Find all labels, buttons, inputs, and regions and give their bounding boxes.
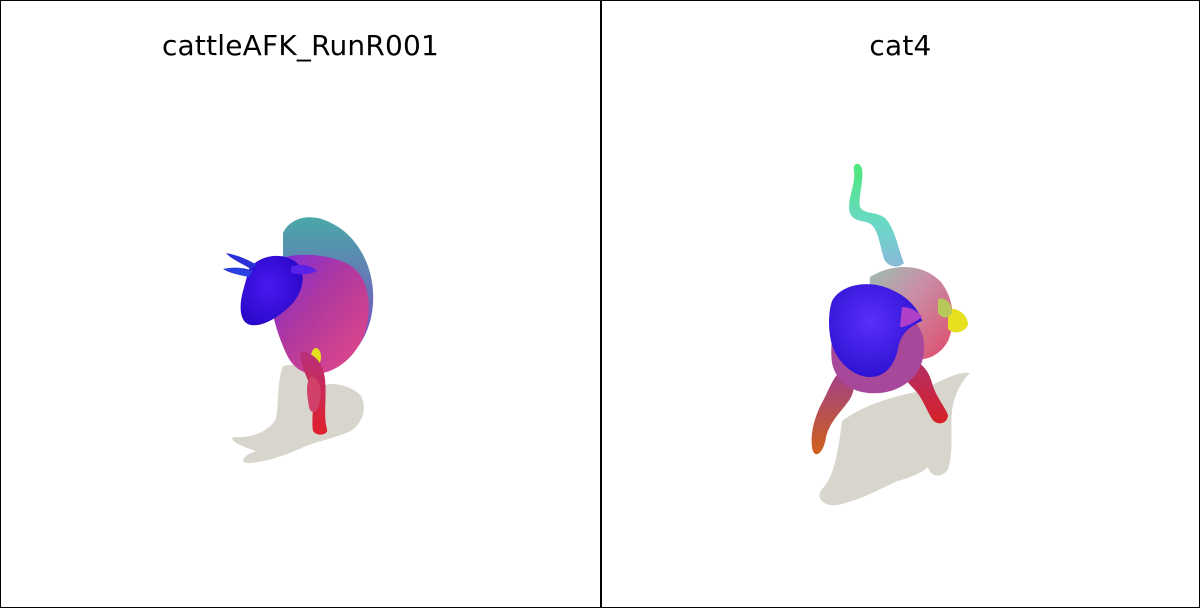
cat-rear-foot bbox=[948, 308, 968, 333]
cow-ear bbox=[291, 264, 317, 275]
cat-left-front-leg bbox=[811, 371, 854, 455]
panel-title-right: cat4 bbox=[869, 29, 932, 62]
cow-horn-left bbox=[226, 253, 257, 269]
cat-rear-leg bbox=[938, 298, 952, 318]
cow-horn-right bbox=[223, 267, 253, 277]
cow-mesh-render bbox=[223, 217, 374, 464]
cat-mesh-render bbox=[811, 163, 970, 506]
cat-tail bbox=[849, 163, 904, 267]
cow-shadow bbox=[232, 364, 364, 464]
cow-back-leg bbox=[307, 376, 321, 413]
panel-title-left: cattleAFK_RunR001 bbox=[161, 29, 440, 62]
cat-head bbox=[829, 284, 922, 377]
panel-right: cat4 bbox=[600, 1, 1199, 607]
cow-head bbox=[240, 255, 303, 326]
panel-left: cattleAFK_RunR001 bbox=[1, 1, 600, 607]
cat-ear bbox=[900, 307, 922, 327]
